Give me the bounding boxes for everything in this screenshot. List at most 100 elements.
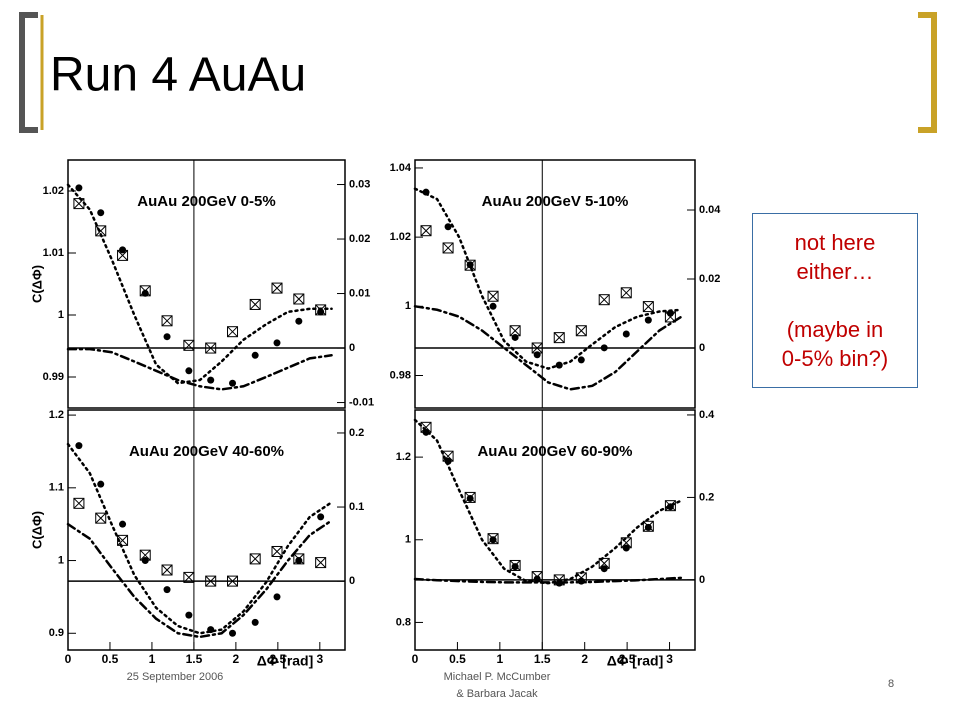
box-part [420,225,432,237]
box-point [139,549,151,561]
panel-title: AuAu 200GeV 5-10% [482,193,629,210]
box-point [139,285,151,297]
box-part [553,332,565,343]
box-part [442,242,454,254]
x-tick-label: 1 [497,652,504,666]
box-part [271,282,283,294]
box-part [161,564,173,576]
data-point [119,520,127,528]
y-tick-label: 1.01 [43,247,64,259]
box-point [642,520,654,532]
data-point [251,351,259,359]
y-tick-label: 1 [58,309,64,321]
data-point [75,184,83,192]
box-part [139,549,151,561]
y-axis-label: C(ΔΦ) [29,511,44,549]
y-tick-label: 1.2 [396,451,411,463]
right-bracket [918,12,937,133]
y-tick-label: 1 [405,300,411,312]
box-part [139,549,151,561]
box-point [420,225,432,237]
box-point [509,559,521,571]
y2-tick-label: 0 [699,574,705,586]
data-point [317,513,325,521]
data-point [622,330,630,338]
note-line: not here [794,230,876,255]
box-part [442,450,454,462]
box-part [161,564,173,576]
box-part [531,342,543,354]
box-part [664,311,676,323]
data-point [317,308,325,316]
box-part [553,332,565,344]
box-part [139,285,151,297]
box-part [315,557,327,569]
box-part [183,571,195,583]
data-point [97,480,105,488]
box-part [664,500,676,512]
box-point [271,282,283,294]
box-part [205,342,217,354]
x-tick-label: 3 [666,652,673,666]
box-part [183,572,195,583]
y2-tick-label: 0 [349,342,355,354]
box-point [205,575,217,587]
y-axis-label: C(ΔΦ) [29,265,44,303]
dashdot-curve [66,519,333,639]
y-tick-label: 1.02 [390,231,411,243]
data-point [511,563,519,571]
box-part [642,520,654,532]
box-part [183,339,195,351]
box-part [227,575,238,587]
x-axis-label: ΔΦ [rad] [607,653,664,669]
box-part [73,497,85,509]
box-part [293,293,305,305]
data-point [489,536,497,544]
data-point [207,376,215,384]
box-point [487,290,499,302]
box-point [271,545,283,557]
y2-tick-label: 0.01 [349,287,370,299]
box-part [487,290,499,302]
box-part [293,553,305,565]
x-tick-label: 0 [65,652,72,666]
box-part [249,298,261,310]
y-tick-label: 0.99 [43,371,64,383]
box-part [95,512,107,524]
data-point [600,344,608,352]
note-line: 0-5% bin?) [781,346,889,371]
box-part [464,492,476,503]
box-part [205,575,217,587]
page-number: 8 [888,678,894,690]
left-bracket [19,12,38,133]
box-part [575,325,587,337]
y-tick-label: 1.04 [390,162,412,174]
box-part [487,290,499,302]
box-part [95,512,107,524]
note-line: (maybe in [786,317,884,342]
box-part [183,339,195,351]
x-tick-label: 1.5 [534,652,551,666]
box-part [531,571,543,582]
x-axis-label: ΔΦ [rad] [257,653,314,669]
data-point [75,442,83,450]
data-point [229,379,237,387]
box-part [95,225,107,237]
box-part [271,282,283,294]
data-point [229,629,237,637]
dotted-curve [66,442,333,635]
data-point [644,316,652,324]
box-point [664,500,676,512]
box-part [249,299,261,310]
y2-tick-label: 0.2 [699,491,714,503]
box-part [598,294,610,306]
box-part [315,557,327,568]
dashdot-curve [66,347,333,391]
box-part [509,325,521,337]
box-part [598,294,610,306]
box-part [271,545,283,557]
box-point [531,342,543,354]
box-part [293,293,305,305]
box-part [487,533,499,545]
panel-title: AuAu 200GeV 60-90% [477,443,632,460]
